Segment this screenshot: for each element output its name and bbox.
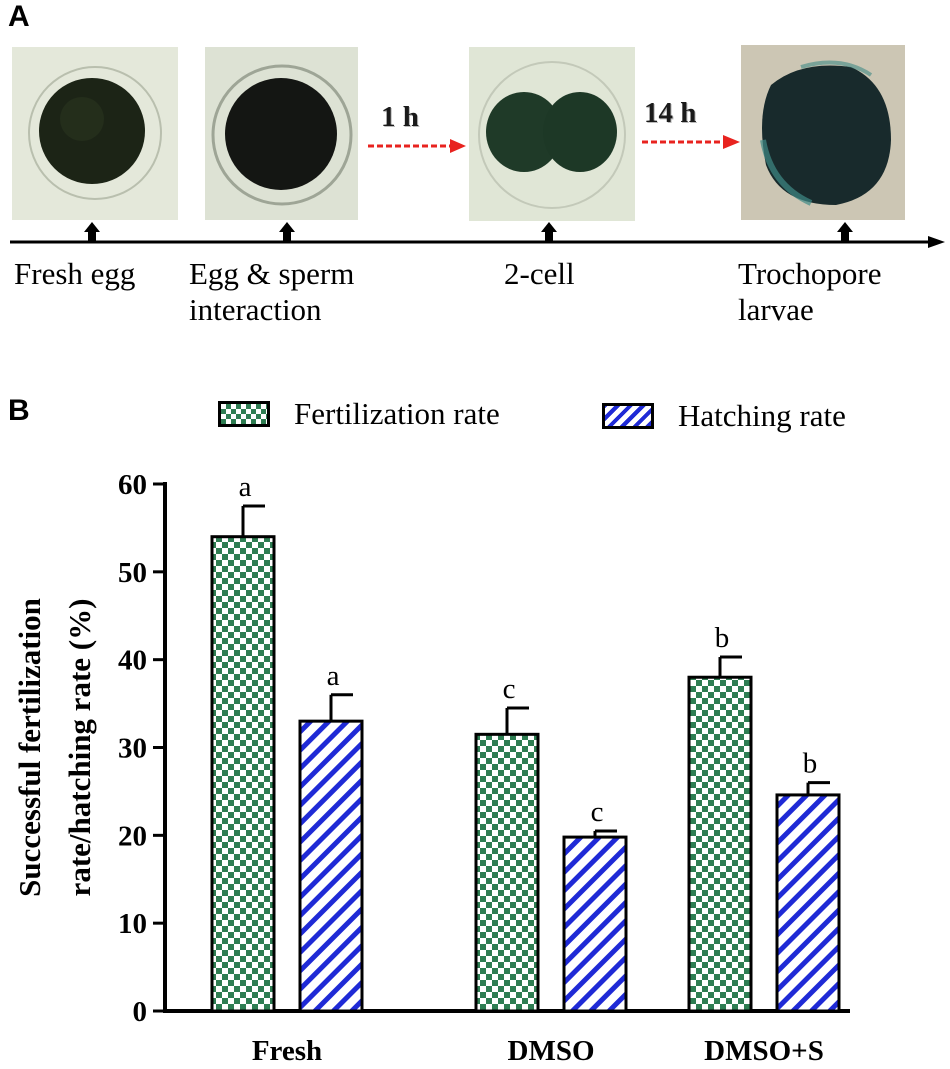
stage-label-fresh-egg: Fresh egg bbox=[14, 256, 136, 291]
significance-letter: c bbox=[503, 673, 516, 705]
legend-item-hatching: Hatching rate bbox=[602, 398, 846, 434]
bar-chart: 0 10 20 30 40 50 60 Successful fertilization rat… bbox=[12, 469, 850, 1067]
significance-letter: c bbox=[591, 796, 604, 828]
bar-hatching-rate-fresh bbox=[298, 719, 364, 1013]
legend-item-fertilization: Fertilization rate bbox=[218, 396, 500, 432]
y-axis-label-line-1: Successful fertilization bbox=[12, 598, 47, 897]
interval-arrow-2 bbox=[642, 135, 740, 149]
timeline-arrowhead bbox=[928, 236, 945, 248]
y-tick-label: 20 bbox=[118, 820, 147, 852]
stage-marker-1 bbox=[84, 222, 100, 241]
y-axis-label-line-2: rate/hatching rate (%) bbox=[62, 599, 97, 897]
legend-label-hatching: Hatching rate bbox=[678, 398, 846, 433]
x-category-label: DMSO bbox=[508, 1035, 595, 1067]
interval-arrow-1 bbox=[368, 139, 466, 153]
legend-swatch-hatching bbox=[602, 403, 654, 429]
stage-label-two-cell: 2-cell bbox=[504, 256, 575, 291]
stage-marker-4 bbox=[837, 222, 853, 241]
y-tick-label: 0 bbox=[133, 996, 148, 1028]
stage-label-egg-sperm: Egg & sperm interaction bbox=[189, 256, 355, 327]
y-tick-label: 40 bbox=[118, 645, 147, 677]
legend-label-fertilization: Fertilization rate bbox=[294, 396, 500, 431]
significance-letter: b bbox=[803, 748, 818, 780]
x-category-label: DMSO+S bbox=[704, 1035, 824, 1067]
interval-label-2: 14 h bbox=[644, 97, 697, 129]
y-tick-label: 10 bbox=[118, 908, 147, 940]
bar-hatching-rate-dmso-s bbox=[775, 793, 841, 1013]
trochophore-micrograph bbox=[741, 45, 905, 220]
egg-sperm-micrograph bbox=[205, 47, 358, 220]
significance-letter: a bbox=[327, 660, 340, 692]
bar-hatching-rate-dmso bbox=[562, 835, 628, 1013]
stage-label-trochophore: Trochopore larvae bbox=[738, 256, 882, 327]
fresh-egg-micrograph bbox=[12, 47, 178, 220]
significance-letter: b bbox=[715, 622, 730, 654]
panel-a-letter: A bbox=[8, 0, 30, 33]
bar-fertilization-rate-dmso bbox=[474, 732, 540, 1013]
stage-marker-2 bbox=[279, 222, 295, 241]
panel-b-letter: B bbox=[8, 394, 30, 427]
y-tick-label: 60 bbox=[118, 469, 147, 501]
stage-marker-3 bbox=[541, 222, 557, 241]
bar-fertilization-rate-dmso-s bbox=[687, 675, 753, 1013]
bar-fertilization-rate-fresh bbox=[210, 535, 276, 1013]
x-category-label: Fresh bbox=[252, 1035, 322, 1067]
interval-label-1: 1 h bbox=[381, 101, 419, 133]
y-tick-label: 50 bbox=[118, 557, 147, 589]
two-cell-micrograph bbox=[469, 47, 635, 221]
timeline-graphics bbox=[10, 135, 945, 248]
y-tick-label: 30 bbox=[118, 733, 147, 765]
legend-swatch-fertilization bbox=[218, 401, 270, 427]
significance-letter: a bbox=[239, 471, 252, 503]
